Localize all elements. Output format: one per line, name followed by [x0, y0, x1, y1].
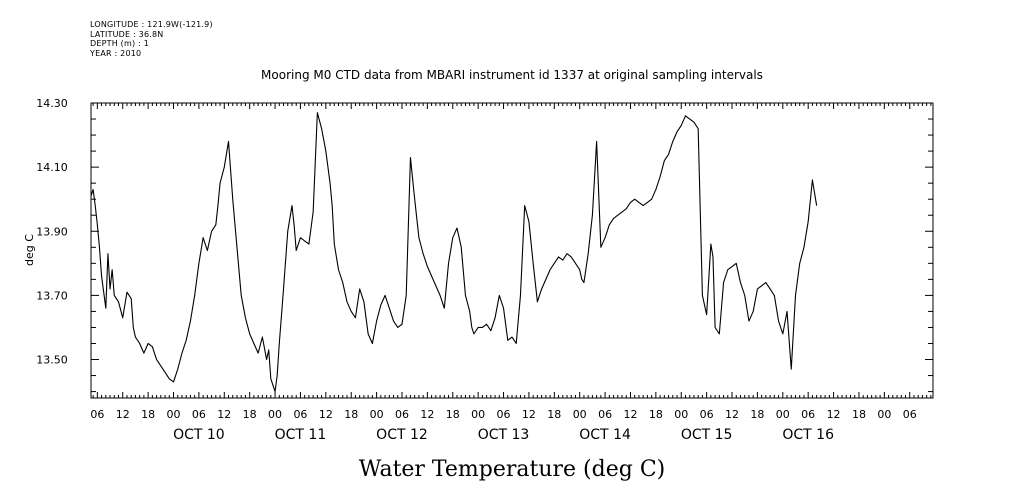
metadata-year: YEAR : 2010: [90, 48, 142, 58]
x-hour-tick-label: 12: [725, 408, 739, 421]
x-hour-tick-label: 18: [750, 408, 764, 421]
metadata-block: LONGITUDE : 121.9W(-121.9) LATITUDE : 36…: [90, 20, 213, 58]
x-hour-tick-label: 06: [700, 408, 714, 421]
x-hour-tick-label: 00: [471, 408, 485, 421]
metadata-depth: DEPTH (m) : 1: [90, 39, 149, 48]
x-hour-tick-label: 06: [90, 408, 104, 421]
series-line: [90, 112, 818, 393]
x-hour-tick-label: 00: [776, 408, 790, 421]
x-hour-tick-label: 00: [268, 408, 282, 421]
x-hour-tick-label: 06: [192, 408, 206, 421]
x-day-label: OCT 11: [275, 427, 327, 443]
y-axis-label: deg C: [23, 234, 36, 266]
x-day-label: OCT 10: [173, 427, 225, 443]
plot-frame: [90, 102, 934, 399]
x-hour-tick-label: 18: [649, 408, 663, 421]
series-layer: [90, 112, 818, 393]
x-axis-label: Water Temperature (deg C): [359, 457, 666, 482]
x-hour-tick-label: 12: [319, 408, 333, 421]
y-tick-label: 13.90: [36, 225, 68, 238]
x-hour-tick-label: 12: [623, 408, 637, 421]
metadata-longitude: LONGITUDE : 121.9W(-121.9): [90, 20, 213, 29]
x-hour-tick-label: 06: [903, 408, 917, 421]
x-hour-tick-label: 12: [420, 408, 434, 421]
x-day-label: OCT 13: [478, 427, 530, 443]
x-hour-tick-label: 18: [243, 408, 257, 421]
x-hour-tick-label: 06: [293, 408, 307, 421]
x-hour-tick-label: 00: [877, 408, 891, 421]
x-hour-tick-label: 18: [141, 408, 155, 421]
x-hour-tick-label: 12: [116, 408, 130, 421]
y-tick-label: 14.10: [36, 161, 68, 174]
x-hour-tick-label: 06: [395, 408, 409, 421]
x-hour-tick-label: 06: [801, 408, 815, 421]
x-hour-tick-label: 18: [446, 408, 460, 421]
x-day-label: OCT 12: [376, 427, 428, 443]
x-axis: 06 12 18 00 06 12 18 00 06 12 18 00 06 12 18 00 06 12 18 00…: [90, 103, 932, 443]
x-hour-tick-label: 18: [344, 408, 358, 421]
x-hour-tick-label: 12: [522, 408, 536, 421]
x-hour-tick-label: 18: [852, 408, 866, 421]
x-hour-tick-label: 12: [827, 408, 841, 421]
x-hour-tick-label: 12: [217, 408, 231, 421]
x-hour-tick-label: 00: [573, 408, 587, 421]
x-hour-tick-label: 18: [547, 408, 561, 421]
x-day-label: OCT 15: [681, 427, 733, 443]
y-tick-label: 13.70: [36, 289, 68, 302]
metadata-latitude: LATITUDE : 36.8N: [90, 29, 164, 39]
x-hour-tick-label: 00: [167, 408, 181, 421]
x-hour-tick-label: 06: [598, 408, 612, 421]
x-hour-tick-label: 00: [674, 408, 688, 421]
x-hour-tick-label: 00: [370, 408, 384, 421]
y-tick-label: 13.50: [36, 354, 68, 367]
x-hour-tick-label: 06: [497, 408, 511, 421]
y-tick-label: 14.30: [36, 97, 68, 110]
chart-title: Mooring M0 CTD data from MBARI instrumen…: [261, 68, 763, 82]
x-day-label: OCT 14: [579, 427, 631, 443]
y-axis: 13.50 13.70 13.90 14.10 14.30: [36, 97, 933, 393]
x-day-label: OCT 16: [782, 427, 834, 443]
